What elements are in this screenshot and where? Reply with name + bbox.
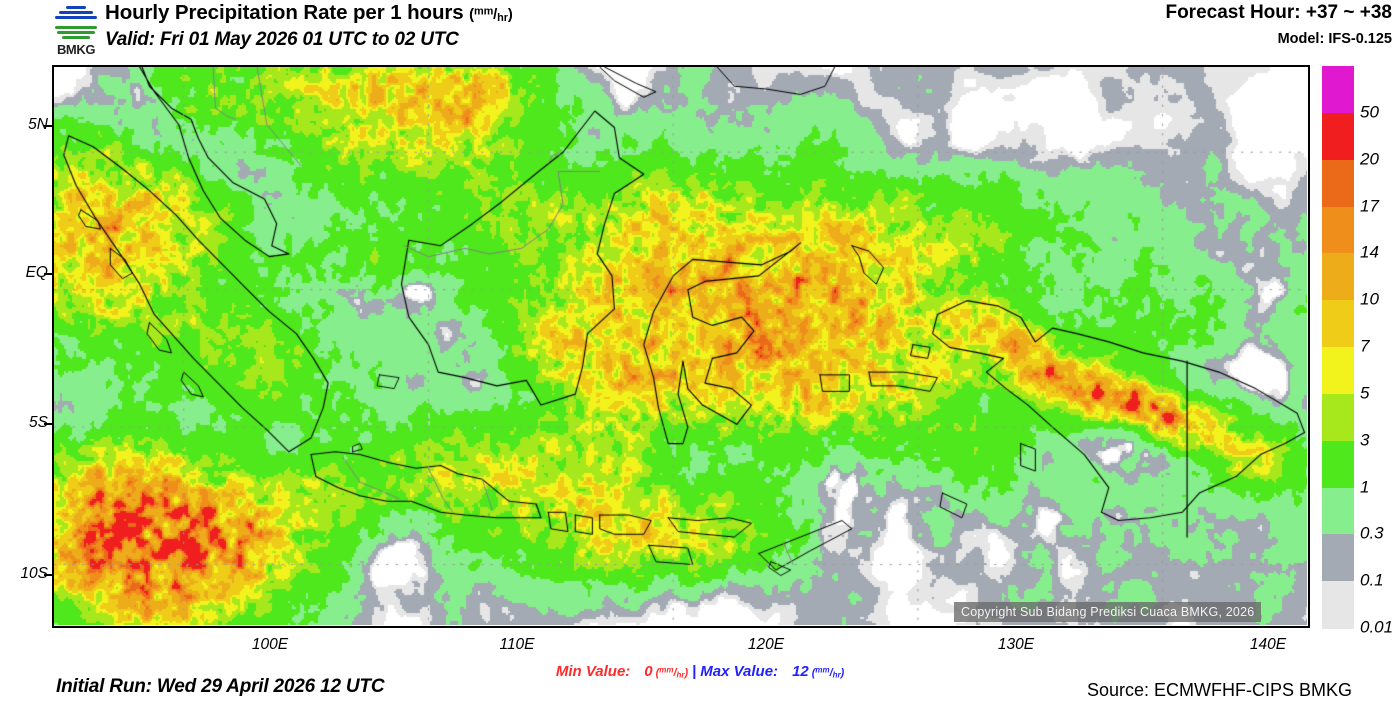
x-axis-tick-label: 130E xyxy=(997,636,1035,653)
x-axis-tick-label: 140E xyxy=(1249,636,1287,653)
y-tickmark xyxy=(44,273,53,275)
colorbar-band xyxy=(1322,112,1354,161)
colorbar-band xyxy=(1322,347,1354,395)
colorbar-tick-label: 5 xyxy=(1360,383,1370,403)
y-axis-tick-label: 5S xyxy=(29,414,48,431)
colorbar-band xyxy=(1322,393,1354,442)
copyright-watermark: Copyright Sub Bidang Prediksi Cuaca BMKG… xyxy=(954,602,1262,622)
bmkg-logo: BMKG xyxy=(45,2,107,57)
colorbar-band xyxy=(1322,66,1354,114)
colorbar-band xyxy=(1322,487,1354,535)
y-tickmark xyxy=(44,423,53,425)
map-plot-area[interactable]: Copyright Sub Bidang Prediksi Cuaca BMKG… xyxy=(52,65,1310,628)
colorbar-tick-label: 0.1 xyxy=(1360,570,1384,590)
colorbar-band xyxy=(1322,253,1354,301)
bmkg-logo-disc xyxy=(51,2,101,44)
valid-time-subtitle: Valid: Fri 01 May 2026 01 UTC to 02 UTC xyxy=(105,29,459,50)
max-value-label: Max Value: xyxy=(700,663,779,680)
y-axis-tick-label: 10S xyxy=(20,565,48,582)
min-value-unit: (mm/hr) xyxy=(652,665,689,680)
colorbar-tick-label: 50 xyxy=(1360,102,1379,122)
colorbar-tick-label: 20 xyxy=(1360,149,1379,169)
min-value-label: Min Value: xyxy=(555,663,631,680)
model-label: Model: IFS-0.125 xyxy=(1277,31,1392,47)
colorbar-band xyxy=(1322,300,1354,348)
forecast-hour-label: Forecast Hour: +37 ~ +38 xyxy=(1165,2,1392,23)
colorbar-band xyxy=(1322,206,1354,254)
colorbar-tick-label: 7 xyxy=(1360,336,1370,356)
colorbar[interactable]: 50 20 17 14 10 7 5 3 1 0.3 0.1 0.01 xyxy=(1322,66,1393,637)
precipitation-map-canvas[interactable] xyxy=(54,67,1307,625)
x-axis-tick-label: 120E xyxy=(747,636,785,653)
colorbar-tick-label: 0.01 xyxy=(1360,617,1394,637)
x-axis-tick-label: 110E xyxy=(499,636,535,653)
source-label: Source: ECMWFHF-CIPS BMKG xyxy=(1086,680,1352,700)
x-axis-tick-label: 100E xyxy=(251,636,289,653)
y-tickmark xyxy=(44,125,53,127)
title-unit-numerator: mm xyxy=(473,5,494,18)
y-axis-tick-label: 5N xyxy=(28,116,48,133)
colorbar-tick-label: 1 xyxy=(1360,477,1370,497)
colorbar-band xyxy=(1322,534,1354,582)
title-unit: (mm/hr) xyxy=(469,5,513,24)
colorbar-tick-label: 10 xyxy=(1360,289,1379,309)
page-title-text: Hourly Precipitation Rate per 1 hours xyxy=(105,1,464,24)
y-tickmark xyxy=(44,574,53,576)
colorbar-tick-label: 3 xyxy=(1360,430,1370,450)
max-value-unit: (mm/hr) xyxy=(808,665,845,680)
initial-run-label: Initial Run: Wed 29 April 2026 12 UTC xyxy=(56,676,385,697)
colorbar-tick-label: 0.3 xyxy=(1360,523,1384,543)
minmax-separator: | xyxy=(692,663,697,680)
min-max-values: Min Value: 0 (mm/hr) | Max Value: 12 (mm/hr) xyxy=(0,663,1400,680)
title-unit-denominator: hr xyxy=(497,11,508,24)
max-value: 12 xyxy=(792,663,809,680)
colorbar-band xyxy=(1322,581,1354,629)
bmkg-logo-text: BMKG xyxy=(56,42,96,57)
colorbar-band xyxy=(1322,440,1354,489)
page-title: Hourly Precipitation Rate per 1 hours (m… xyxy=(105,1,513,25)
colorbar-band xyxy=(1322,159,1354,208)
min-value: 0 xyxy=(644,663,653,680)
colorbar-tick-label: 17 xyxy=(1360,196,1379,216)
colorbar-tick-label: 14 xyxy=(1360,242,1379,262)
y-axis-tick-label: EQ xyxy=(25,264,48,281)
